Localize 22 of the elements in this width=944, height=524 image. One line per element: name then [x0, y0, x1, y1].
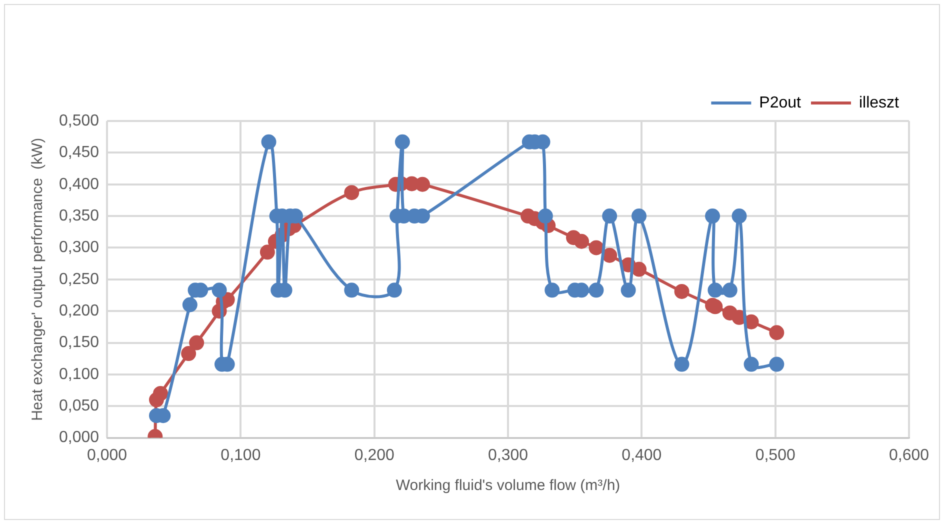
x-tick-label: 0,400 — [622, 446, 662, 464]
x-tick-label: 0,300 — [488, 446, 528, 464]
x-tick-label: 0,100 — [220, 446, 261, 464]
y-tick-label: 0,450 — [58, 144, 100, 162]
y-tick-label: 0,400 — [58, 176, 100, 193]
x-tick-label: 0,200 — [354, 446, 394, 464]
y-tick-label: 0,350 — [58, 207, 100, 224]
x-tick-label: 0,500 — [755, 446, 796, 464]
y-tick-label: 0,000 — [58, 429, 100, 446]
y-tick-label: 0,050 — [58, 398, 100, 415]
legend-label: P2out — [759, 94, 802, 112]
x-axis-title: Working fluid's volume flow (m³/h) — [396, 477, 620, 494]
legend-label: illeszt — [858, 94, 900, 112]
x-tick-label: 0,000 — [87, 446, 128, 464]
y-tick-label: 0,150 — [58, 334, 100, 352]
y-tick-label: 0,200 — [58, 302, 100, 320]
y-tick-label: 0,250 — [58, 270, 100, 288]
y-axis-title: Heat exchanger' output performance (kW) — [29, 138, 46, 421]
y-tick-label: 0,100 — [58, 366, 100, 383]
y-tick-label: 0,300 — [58, 239, 100, 256]
x-tick-label: 0,600 — [888, 446, 930, 464]
y-tick-label: 0,500 — [58, 112, 100, 130]
